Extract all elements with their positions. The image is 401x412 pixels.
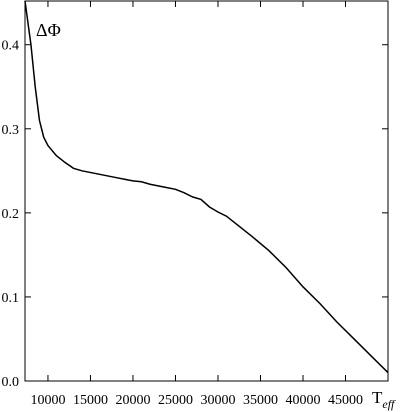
y-tick-label: 0.0 [2, 375, 20, 390]
x-tick-label: 10000 [30, 393, 65, 408]
y-tick-label: 0.4 [2, 39, 20, 54]
x-axis-label-main: T [372, 388, 383, 407]
y-axis-label: ΔΦ [36, 20, 61, 40]
x-tick-label: 15000 [73, 393, 108, 408]
x-tick-label: 20000 [115, 393, 150, 408]
y-tick-label: 0.1 [2, 291, 20, 306]
x-tick-label: 45000 [328, 393, 363, 408]
x-axis-label-sub: eff [382, 397, 396, 411]
line-series [24, 0, 389, 374]
x-tick-label: 40000 [285, 393, 320, 408]
x-axis-label: Teff [372, 388, 396, 411]
y-tick-label: 0.3 [2, 123, 20, 138]
plot-frame [24, 0, 389, 382]
x-tick-label: 30000 [200, 393, 235, 408]
y-tick-label: 0.2 [2, 207, 20, 222]
x-tick-label: 25000 [158, 393, 193, 408]
x-tick-label: 35000 [243, 393, 278, 408]
